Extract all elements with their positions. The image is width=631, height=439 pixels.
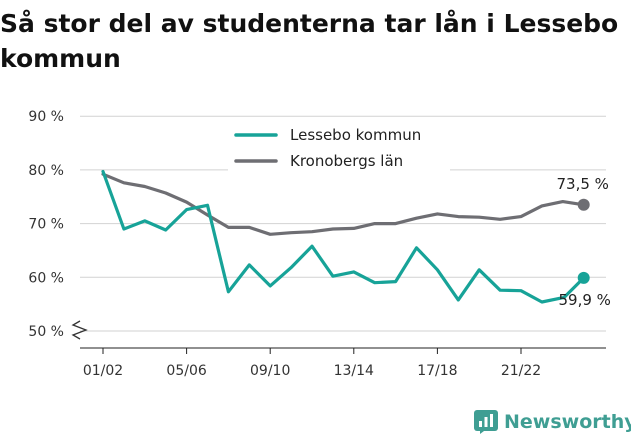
series-line-1 <box>101 172 586 236</box>
y-tick-label: 50 % <box>28 324 64 340</box>
chart-title: Så stor del av studenterna tar lån i Les… <box>0 9 619 73</box>
y-tick-label: 60 % <box>28 270 64 286</box>
axis-break-icon <box>71 320 88 340</box>
series-end-label: 59,9 % <box>558 291 610 309</box>
series-end-point <box>577 271 590 284</box>
brand-name: Newsworthy <box>504 411 631 433</box>
bar-chart-logo-icon <box>474 410 498 434</box>
y-tick-label: 70 % <box>28 217 64 233</box>
grid-lines <box>80 115 606 332</box>
y-axis: 50 % 60 % 70 % 80 % 90 % <box>28 109 88 340</box>
series-end-label: 73,5 % <box>556 175 608 193</box>
newsworthy-logo: Newsworthy <box>474 407 631 437</box>
x-axis: 01/02 05/06 09/10 13/14 17/18 21/22 <box>80 347 606 379</box>
x-tick-label: 05/06 <box>166 363 206 379</box>
x-tick-label: 17/18 <box>417 363 457 379</box>
x-tick-label: 21/22 <box>501 363 541 379</box>
series-line-0 <box>101 169 565 304</box>
y-tick-label: 90 % <box>28 109 64 125</box>
series-end-point <box>577 198 590 211</box>
y-tick-label: 80 % <box>28 163 64 179</box>
legend-label: Lessebo kommun <box>290 126 421 144</box>
x-tick-label: 13/14 <box>334 363 374 379</box>
x-tick-label: 01/02 <box>83 363 123 379</box>
legend-background <box>228 123 450 177</box>
legend-label: Kronobergs län <box>290 152 403 170</box>
x-tick-label: 09/10 <box>250 363 290 379</box>
legend: Lessebo kommun Kronobergs län <box>228 123 450 177</box>
series-lines: 73,5 % 59,9 % <box>101 169 611 309</box>
